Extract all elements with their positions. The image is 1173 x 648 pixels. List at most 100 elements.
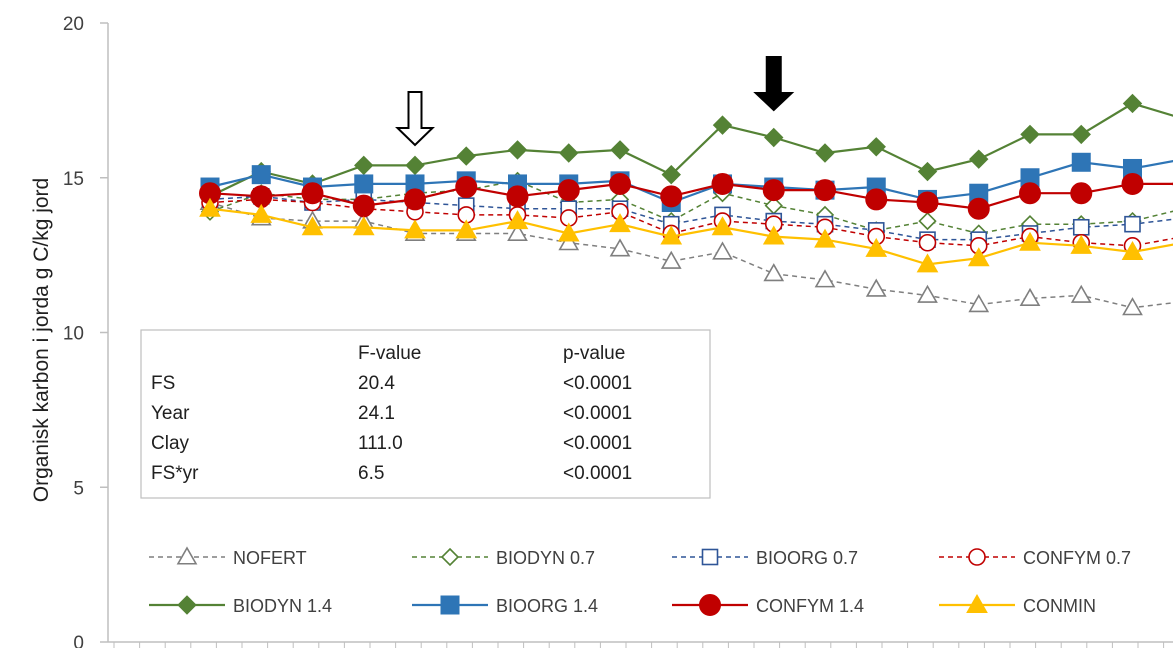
legend-item-confym-1-4: CONFYM 1.4 xyxy=(672,594,864,616)
data-point-confym-1-4 xyxy=(557,179,580,202)
data-point-nofert xyxy=(609,238,631,257)
stats-cell: <0.0001 xyxy=(563,463,632,484)
stats-cell: <0.0001 xyxy=(563,433,632,454)
legend-item-conmin: CONMIN xyxy=(939,593,1096,616)
stats-row-label: Year xyxy=(151,403,190,424)
legend-marker xyxy=(968,548,986,566)
series-nofert xyxy=(199,191,1173,316)
data-point-biodyn-1-4 xyxy=(610,140,630,160)
data-point-conmin xyxy=(762,225,785,245)
stats-cell: 24.1 xyxy=(358,403,395,424)
annotation-arrows xyxy=(395,56,795,147)
data-point-conmin xyxy=(609,213,631,233)
y-tick-label: 10 xyxy=(63,324,84,345)
legend-marker xyxy=(701,548,719,566)
data-point-biodyn-1-4 xyxy=(917,161,938,182)
y-tick-label: 0 xyxy=(73,633,84,648)
data-point-confym-1-4 xyxy=(660,185,683,208)
data-point-biodyn-1-4 xyxy=(815,143,835,163)
data-point-confym-1-4 xyxy=(455,176,478,199)
legend-item-biodyn-0-7: BIODYN 0.7 xyxy=(412,547,595,568)
data-point-confym-1-4 xyxy=(1070,182,1093,205)
data-point-nofert xyxy=(660,250,682,269)
data-point-nofert xyxy=(865,278,887,297)
data-point-confym-0-7 xyxy=(918,233,937,252)
y-axis-title: Organisk karbon i jorda g C/kg jord xyxy=(30,178,53,503)
data-point-conmin xyxy=(711,216,734,236)
series-confym-1-4 xyxy=(199,172,1173,220)
data-point-biodyn-1-4 xyxy=(866,137,886,157)
series-lines xyxy=(199,93,1173,316)
data-point-confym-1-4 xyxy=(916,191,939,214)
data-point-biodyn-1-4 xyxy=(559,143,579,163)
data-point-nofert xyxy=(558,232,580,251)
legend: NOFERT BIODYN 0.7 BIOORG 0.7 CONFYM 0.7 BIOD… xyxy=(149,546,1131,616)
series-line-biodyn-0-7 xyxy=(209,180,1173,235)
data-point-confym-1-4 xyxy=(506,185,529,208)
data-point-nofert xyxy=(917,284,938,303)
data-point-bioorg-1-4 xyxy=(354,174,374,194)
data-point-biodyn-1-4 xyxy=(354,155,374,176)
data-point-bioorg-1-4 xyxy=(1071,152,1091,172)
data-point-confym-1-4 xyxy=(301,182,324,205)
series-line-conmin xyxy=(209,207,1173,266)
data-point-nofert xyxy=(1019,287,1041,307)
data-point-nofert xyxy=(763,263,785,282)
data-point-biodyn-1-4 xyxy=(1071,124,1091,145)
data-point-bioorg-1-4 xyxy=(251,165,271,185)
filled-arrow-annotation xyxy=(753,56,795,112)
data-point-conmin xyxy=(916,253,939,273)
data-point-conmin xyxy=(814,228,836,248)
open-arrow-annotation xyxy=(395,91,435,147)
legend-label: CONFYM 0.7 xyxy=(1023,548,1131,568)
y-tick-label: 5 xyxy=(73,478,84,499)
legend-item-confym-0-7: CONFYM 0.7 xyxy=(939,548,1131,568)
legend-marker xyxy=(440,547,460,567)
stats-row-label: FS xyxy=(151,373,175,394)
data-point-confym-1-4 xyxy=(865,188,888,211)
data-point-confym-1-4 xyxy=(1121,172,1144,195)
data-point-biodyn-1-4 xyxy=(456,146,476,166)
legend-label: CONFYM 1.4 xyxy=(756,596,864,616)
data-point-biodyn-1-4 xyxy=(405,155,425,176)
data-point-conmin xyxy=(865,237,888,257)
data-point-biodyn-0-7 xyxy=(918,211,937,231)
data-point-conmin xyxy=(1121,241,1144,261)
data-point-conmin xyxy=(506,210,529,230)
data-point-confym-1-4 xyxy=(250,185,273,208)
legend-marker xyxy=(177,595,197,615)
legend-label: NOFERT xyxy=(233,548,307,568)
stats-box xyxy=(140,329,711,499)
data-point-confym-1-4 xyxy=(711,172,734,195)
legend-item-bioorg-0-7: BIOORG 0.7 xyxy=(672,548,858,568)
data-point-conmin xyxy=(967,247,990,267)
legend-item-nofert: NOFERT xyxy=(149,546,307,568)
data-point-bioorg-0-7 xyxy=(1072,218,1090,236)
series-line-nofert xyxy=(209,201,1173,309)
series-conmin xyxy=(199,197,1173,273)
data-point-confym-1-4 xyxy=(609,172,631,195)
data-point-confym-1-4 xyxy=(352,194,375,217)
legend-label: BIODYN 0.7 xyxy=(496,548,595,568)
data-point-conmin xyxy=(250,203,273,223)
data-point-nofert xyxy=(1122,297,1143,316)
y-tick-label: 20 xyxy=(63,14,84,35)
data-point-confym-1-4 xyxy=(967,197,990,220)
legend-item-bioorg-1-4: BIOORG 1.4 xyxy=(412,595,598,616)
legend-marker xyxy=(440,595,460,615)
stats-header: p-value xyxy=(563,343,625,364)
data-point-confym-1-4 xyxy=(404,188,426,211)
data-point-biodyn-1-4 xyxy=(507,140,528,160)
legend-label: BIOORG 0.7 xyxy=(756,548,858,568)
data-point-biodyn-1-4 xyxy=(764,127,784,148)
legend-label: BIODYN 1.4 xyxy=(233,596,332,616)
data-point-conmin xyxy=(301,216,324,236)
data-point-biodyn-1-4 xyxy=(712,115,733,135)
stats-row-label: Clay xyxy=(151,433,190,454)
stats-cell: 6.5 xyxy=(358,463,384,484)
data-point-conmin xyxy=(199,197,221,217)
data-point-confym-1-4 xyxy=(814,179,836,202)
stats-cell: <0.0001 xyxy=(563,403,632,424)
data-point-biodyn-1-4 xyxy=(1122,93,1143,114)
